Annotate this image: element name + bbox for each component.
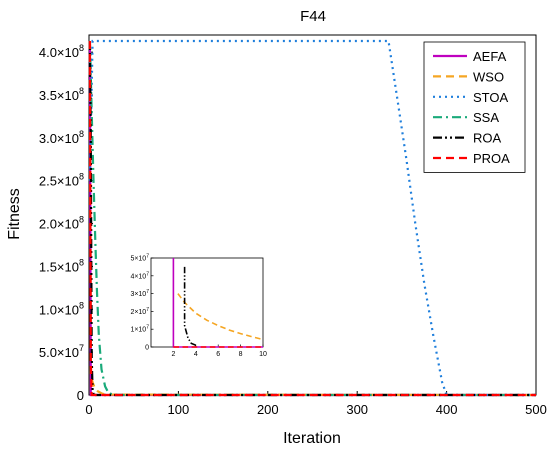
y-tick-label: 3.0×108	[39, 129, 84, 146]
legend-label-wso: WSO	[473, 69, 504, 84]
inset-y-tick-label: 2×107	[130, 307, 149, 316]
inset-series-line-roa	[183, 266, 197, 346]
inset-y-tick-label: 4×107	[130, 271, 149, 280]
inset-frame	[150, 257, 264, 348]
y-axis-title: Fitness	[6, 188, 23, 240]
inset-x-tick-label: 10	[259, 351, 267, 358]
y-tick-label: 5.0×107	[39, 343, 84, 360]
series-layer	[88, 39, 537, 397]
x-tick-label: 400	[436, 402, 458, 417]
legend-label-aefa: AEFA	[473, 49, 507, 64]
inset-plot: 2 4 6 8 10 0 1×107 2×107 3×107 4×107 5×107	[130, 254, 267, 359]
inset-y-tick-label: 5×107	[130, 254, 149, 263]
legend-label-roa: ROA	[473, 131, 502, 146]
x-axis-ticks: 0 100 200 300 400 500	[85, 391, 547, 417]
y-tick-label: 1.5×108	[39, 257, 84, 274]
x-tick-label: 300	[346, 402, 368, 417]
inset-x-tick-label: 8	[239, 351, 243, 358]
x-tick-label: 0	[85, 402, 92, 417]
chart-title: F44	[300, 8, 326, 25]
y-tick-label: 2.0×108	[39, 215, 84, 232]
x-tick-label: 500	[525, 402, 547, 417]
inset-x-tick-label: 4	[194, 351, 198, 358]
inset-y-tick-label: 1×107	[130, 325, 149, 334]
legend-label-ssa: SSA	[473, 110, 499, 125]
y-tick-label: 0	[77, 388, 84, 403]
legend-label-proa: PROA	[473, 151, 510, 166]
inset-y-tick-label: 0	[145, 345, 149, 352]
inset-y-tick-label: 3×107	[130, 289, 149, 298]
y-tick-label: 4.0×108	[39, 43, 84, 60]
y-tick-label: 1.0×108	[39, 300, 84, 317]
x-tick-label: 100	[168, 402, 190, 417]
y-tick-label: 2.5×108	[39, 172, 84, 189]
inset-x-tick-label: 2	[171, 351, 175, 358]
legend: AEFA WSO STOA SSA ROA PROA	[423, 41, 526, 173]
series-line-proa	[88, 40, 536, 397]
inset-x-tick-label: 6	[216, 351, 220, 358]
x-axis-title: Iteration	[283, 430, 341, 447]
series-line-stoa	[88, 39, 536, 397]
x-tick-label: 200	[257, 402, 279, 417]
legend-box	[423, 41, 526, 173]
series-line-ssa	[88, 40, 536, 397]
y-tick-label: 3.5×108	[39, 86, 84, 103]
y-axis-ticks: 0 5.0×107 1.0×108 1.5×108 2.0×108 2.5×108 3.0×…	[39, 43, 93, 403]
inset-series-line-wso	[177, 293, 264, 341]
legend-label-stoa: STOA	[473, 90, 508, 105]
